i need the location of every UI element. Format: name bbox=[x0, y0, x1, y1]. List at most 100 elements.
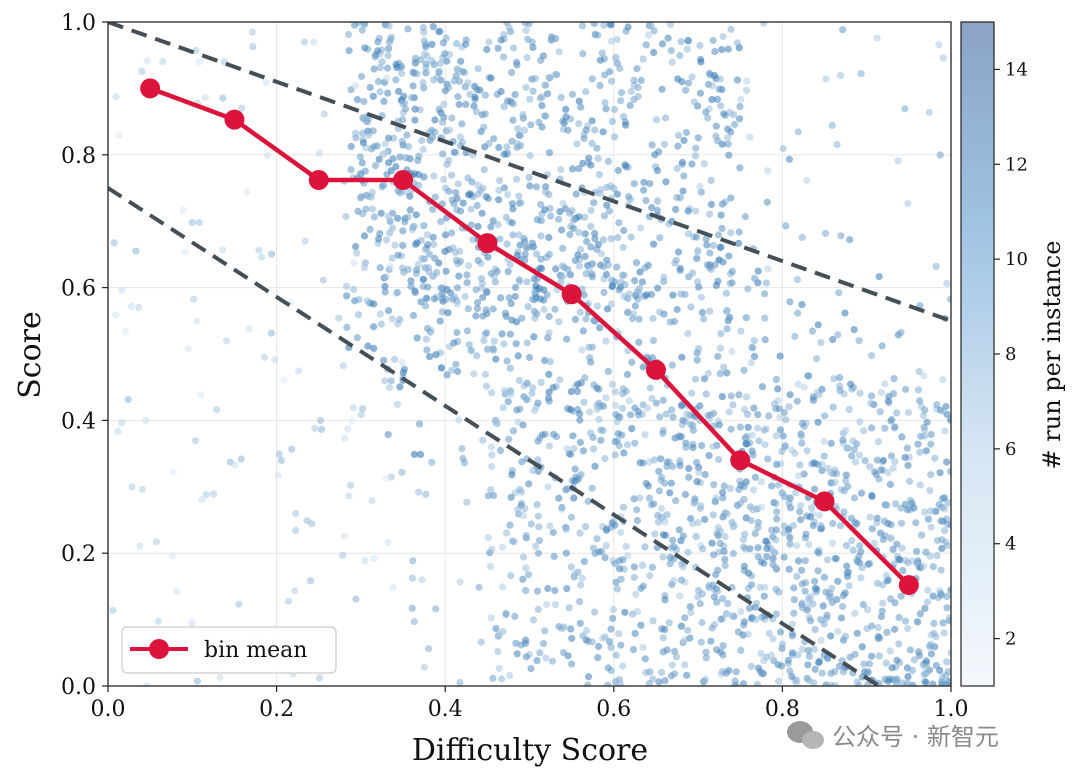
scatter-point bbox=[798, 233, 806, 241]
scatter-point bbox=[705, 584, 713, 592]
scatter-point bbox=[398, 69, 406, 77]
scatter-point bbox=[815, 511, 824, 519]
scatter-point bbox=[938, 495, 947, 503]
scatter-point bbox=[633, 516, 642, 525]
scatter-point bbox=[922, 678, 930, 686]
scatter-point bbox=[513, 406, 521, 414]
scatter-point bbox=[661, 677, 669, 685]
scatter-point bbox=[506, 521, 514, 529]
scatter-point bbox=[110, 239, 118, 247]
scatter-point bbox=[701, 471, 709, 479]
scatter-point bbox=[602, 526, 611, 535]
scatter-point bbox=[898, 433, 906, 441]
scatter-point bbox=[666, 318, 674, 326]
scatter-point bbox=[529, 87, 537, 95]
scatter-point bbox=[740, 495, 748, 504]
scatter-point bbox=[419, 79, 427, 87]
scatter-point bbox=[905, 477, 914, 485]
scatter-point bbox=[615, 286, 623, 294]
wechat-icon bbox=[787, 721, 824, 749]
scatter-point bbox=[600, 288, 608, 297]
scatter-point bbox=[916, 397, 924, 405]
scatter-point bbox=[559, 262, 567, 270]
scatter-point bbox=[339, 362, 347, 370]
scatter-point bbox=[727, 128, 735, 136]
scatter-point bbox=[638, 278, 647, 286]
scatter-point bbox=[793, 276, 802, 284]
scatter-point bbox=[836, 522, 845, 530]
scatter-point bbox=[892, 675, 900, 684]
scatter-point bbox=[685, 464, 693, 473]
scatter-point bbox=[562, 549, 570, 557]
scatter-point bbox=[636, 459, 644, 467]
scatter-point bbox=[639, 363, 647, 371]
scatter-point bbox=[521, 250, 529, 258]
scatter-point bbox=[622, 121, 630, 129]
scatter-point bbox=[845, 568, 853, 576]
scatter-point bbox=[786, 534, 794, 542]
scatter-point bbox=[744, 423, 752, 431]
scatter-point bbox=[788, 672, 796, 681]
scatter-point bbox=[695, 283, 703, 291]
scatter-point bbox=[616, 413, 624, 421]
scatter-point bbox=[705, 452, 713, 460]
scatter-point bbox=[658, 40, 667, 48]
scatter-point bbox=[943, 604, 951, 612]
scatter-point bbox=[648, 204, 656, 212]
scatter-point bbox=[527, 665, 535, 673]
scatter-point bbox=[571, 465, 579, 473]
scatter-point bbox=[352, 243, 360, 251]
scatter-point bbox=[587, 206, 595, 214]
scatter-point bbox=[689, 421, 697, 430]
scatter-point bbox=[662, 410, 670, 418]
scatter-point bbox=[491, 418, 499, 426]
scatter-point bbox=[683, 45, 691, 53]
scatter-point bbox=[602, 337, 610, 345]
x-axis-title: Difficulty Score bbox=[412, 733, 648, 768]
scatter-point bbox=[389, 224, 397, 232]
scatter-point bbox=[624, 552, 632, 560]
scatter-point bbox=[525, 22, 533, 28]
scatter-point bbox=[505, 294, 513, 302]
scatter-point bbox=[432, 605, 440, 613]
scatter-point bbox=[301, 38, 309, 46]
scatter-point bbox=[822, 588, 830, 596]
scatter-point bbox=[706, 249, 714, 257]
scatter-point bbox=[941, 427, 949, 435]
scatter-point bbox=[634, 407, 642, 415]
scatter-point bbox=[531, 406, 539, 415]
scatter-point bbox=[727, 194, 735, 202]
scatter-point bbox=[807, 504, 816, 512]
scatter-point bbox=[608, 276, 616, 284]
scatter-point bbox=[578, 22, 587, 30]
scatter-point bbox=[868, 622, 876, 630]
scatter-point bbox=[508, 68, 516, 77]
scatter-point bbox=[678, 158, 687, 166]
scatter-point bbox=[927, 471, 935, 479]
scatter-point bbox=[411, 59, 419, 67]
scatter-point bbox=[545, 442, 554, 450]
scatter-point bbox=[744, 630, 752, 638]
scatter-point bbox=[195, 58, 203, 66]
scatter-point bbox=[831, 478, 839, 486]
scatter-point bbox=[877, 466, 885, 474]
scatter-point bbox=[301, 237, 309, 245]
scatter-point bbox=[594, 31, 602, 39]
scatter-point bbox=[649, 617, 657, 625]
scatter-point bbox=[750, 337, 758, 345]
scatter-point bbox=[744, 410, 752, 418]
scatter-point bbox=[697, 502, 705, 510]
scatter-point bbox=[607, 625, 615, 633]
scatter-point bbox=[811, 626, 819, 634]
scatter-point bbox=[492, 625, 500, 633]
scatter-point bbox=[893, 409, 901, 417]
scatter-point bbox=[523, 339, 531, 347]
scatter-point bbox=[429, 233, 437, 241]
scatter-point bbox=[791, 332, 799, 340]
scatter-point bbox=[715, 85, 723, 93]
scatter-point bbox=[655, 487, 664, 495]
scatter-point bbox=[542, 183, 550, 191]
scatter-point bbox=[763, 198, 771, 206]
scatter-point bbox=[340, 532, 349, 540]
scatter-point bbox=[587, 161, 595, 169]
